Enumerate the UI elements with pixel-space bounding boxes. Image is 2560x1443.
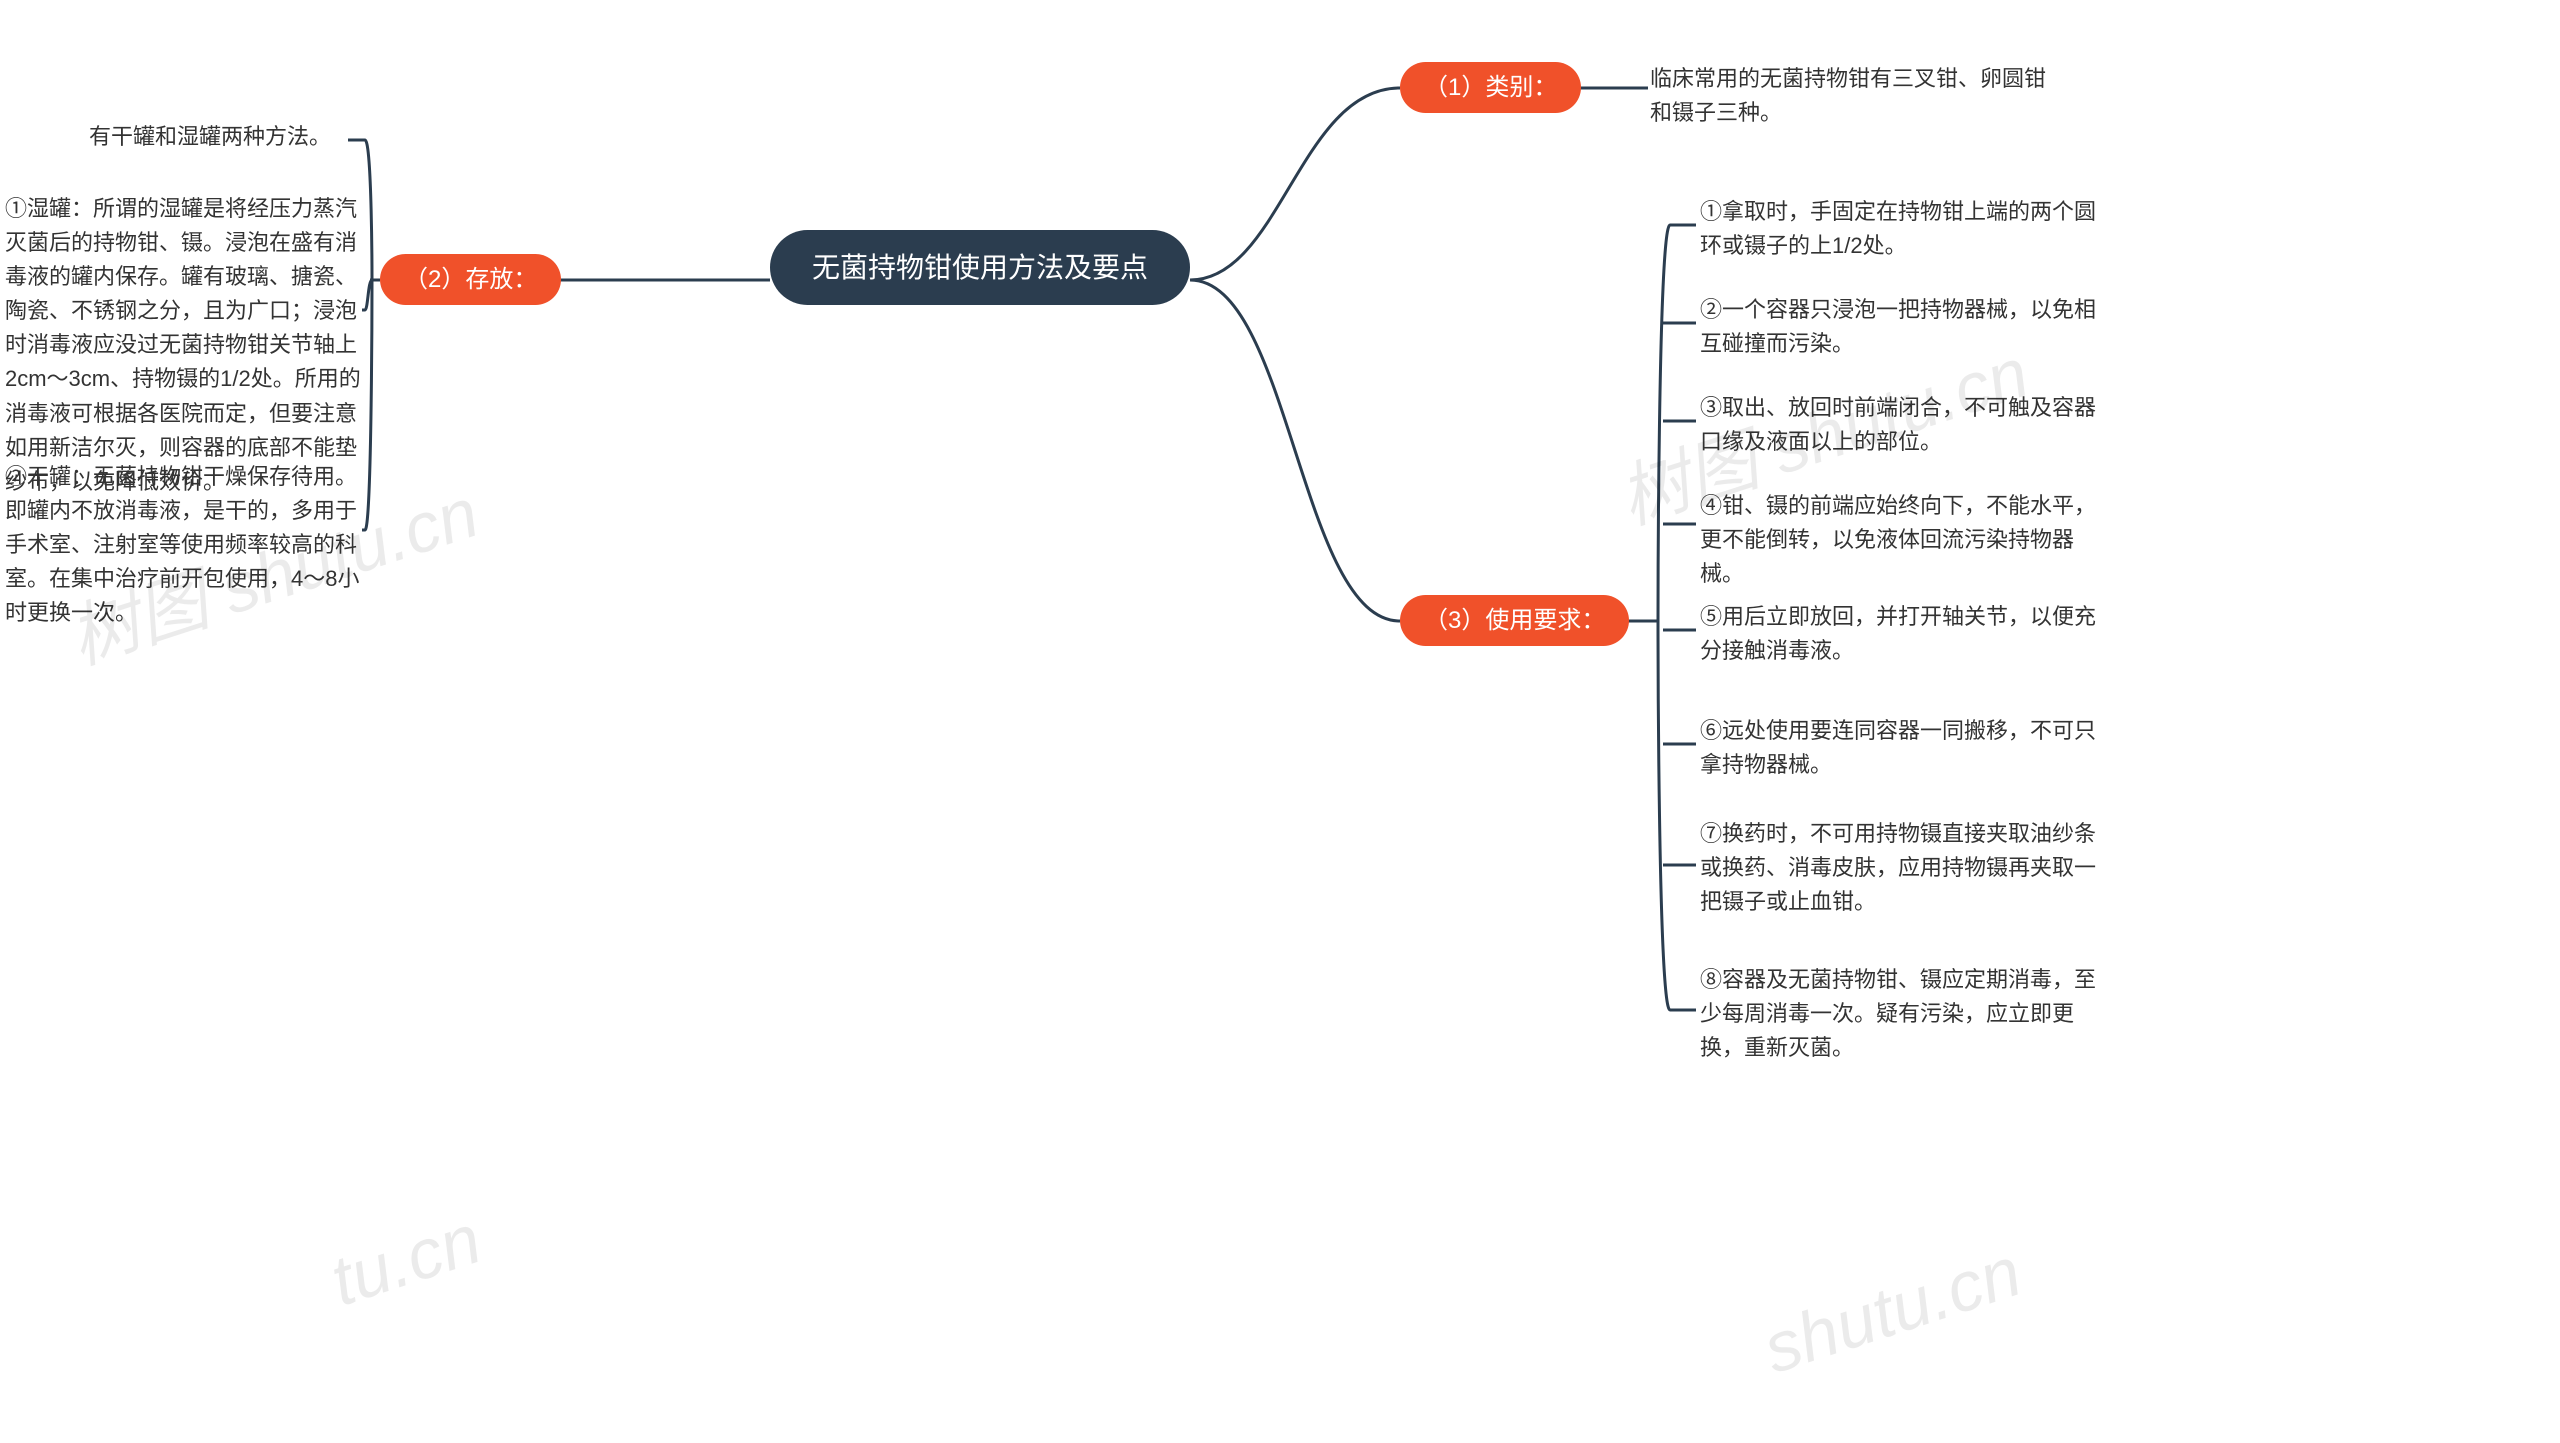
watermark-2: tu.cn xyxy=(321,1199,490,1322)
req-leaf-0-text: ①拿取时，手固定在持物钳上端的两个圆环或镊子的上1/2处。 xyxy=(1700,195,2100,263)
req-leaf-6: ⑦换药时，不可用持物镊直接夹取油纱条或换药、消毒皮肤，应用持物镊再夹取一把镊子或… xyxy=(1700,817,2100,919)
storage-leaf-1: ①湿罐：所谓的湿罐是将经压力蒸汽灭菌后的持物钳、镊。浸泡在盛有消毒液的罐内保存。… xyxy=(5,192,365,499)
req-leaf-3: ④钳、镊的前端应始终向下，不能水平，更不能倒转，以免液体回流污染持物器械。 xyxy=(1700,489,2100,591)
req-leaf-6-text: ⑦换药时，不可用持物镊直接夹取油纱条或换药、消毒皮肤，应用持物镊再夹取一把镊子或… xyxy=(1700,817,2100,919)
req-leaf-3-text: ④钳、镊的前端应始终向下，不能水平，更不能倒转，以免液体回流污染持物器械。 xyxy=(1700,489,2100,591)
storage-leaf-0: 有干罐和湿罐两种方法。 xyxy=(80,120,340,154)
branch-storage[interactable]: （2）存放： xyxy=(380,254,561,305)
req-leaf-1: ②一个容器只浸泡一把持物器械，以免相互碰撞而污染。 xyxy=(1700,293,2100,361)
storage-leaf-0-text: 有干罐和湿罐两种方法。 xyxy=(89,120,331,154)
branch-requirements-label: （3）使用要求： xyxy=(1424,605,1605,636)
req-leaf-4-text: ⑤用后立即放回，并打开轴关节，以便充分接触消毒液。 xyxy=(1700,600,2100,668)
req-leaf-0: ①拿取时，手固定在持物钳上端的两个圆环或镊子的上1/2处。 xyxy=(1700,195,2100,263)
category-leaf-0-text: 临床常用的无菌持物钳有三叉钳、卵圆钳和镊子三种。 xyxy=(1650,62,2050,130)
branch-requirements[interactable]: （3）使用要求： xyxy=(1400,595,1629,646)
storage-leaf-1-text: ①湿罐：所谓的湿罐是将经压力蒸汽灭菌后的持物钳、镊。浸泡在盛有消毒液的罐内保存。… xyxy=(5,192,365,499)
root-label: 无菌持物钳使用方法及要点 xyxy=(812,248,1148,287)
storage-leaf-2-text: ②干罐：无菌持物钳干燥保存待用。即罐内不放消毒液，是干的，多用于手术室、注射室等… xyxy=(5,460,365,630)
req-leaf-4: ⑤用后立即放回，并打开轴关节，以便充分接触消毒液。 xyxy=(1700,600,2100,668)
req-leaf-7-text: ⑧容器及无菌持物钳、镊应定期消毒，至少每周消毒一次。疑有污染，应立即更换，重新灭… xyxy=(1700,963,2100,1065)
storage-leaf-2: ②干罐：无菌持物钳干燥保存待用。即罐内不放消毒液，是干的，多用于手术室、注射室等… xyxy=(5,460,365,630)
req-leaf-5-text: ⑥远处使用要连同容器一同搬移，不可只拿持物器械。 xyxy=(1700,714,2100,782)
watermark-3: shutu.cn xyxy=(1754,1231,2030,1389)
req-leaf-1-text: ②一个容器只浸泡一把持物器械，以免相互碰撞而污染。 xyxy=(1700,293,2100,361)
req-leaf-2: ③取出、放回时前端闭合，不可触及容器口缘及液面以上的部位。 xyxy=(1700,391,2100,459)
branch-storage-label: （2）存放： xyxy=(404,264,537,295)
branch-category-label: （1）类别： xyxy=(1424,72,1557,103)
branch-category[interactable]: （1）类别： xyxy=(1400,62,1581,113)
mindmap-canvas: 无菌持物钳使用方法及要点 （2）存放： 有干罐和湿罐两种方法。 ①湿罐：所谓的湿… xyxy=(0,0,2560,1443)
connectors-layer xyxy=(0,0,2560,1443)
req-leaf-7: ⑧容器及无菌持物钳、镊应定期消毒，至少每周消毒一次。疑有污染，应立即更换，重新灭… xyxy=(1700,963,2100,1065)
category-leaf-0: 临床常用的无菌持物钳有三叉钳、卵圆钳和镊子三种。 xyxy=(1650,62,2050,130)
root-node[interactable]: 无菌持物钳使用方法及要点 xyxy=(770,230,1190,305)
req-leaf-2-text: ③取出、放回时前端闭合，不可触及容器口缘及液面以上的部位。 xyxy=(1700,391,2100,459)
req-leaf-5: ⑥远处使用要连同容器一同搬移，不可只拿持物器械。 xyxy=(1700,714,2100,782)
